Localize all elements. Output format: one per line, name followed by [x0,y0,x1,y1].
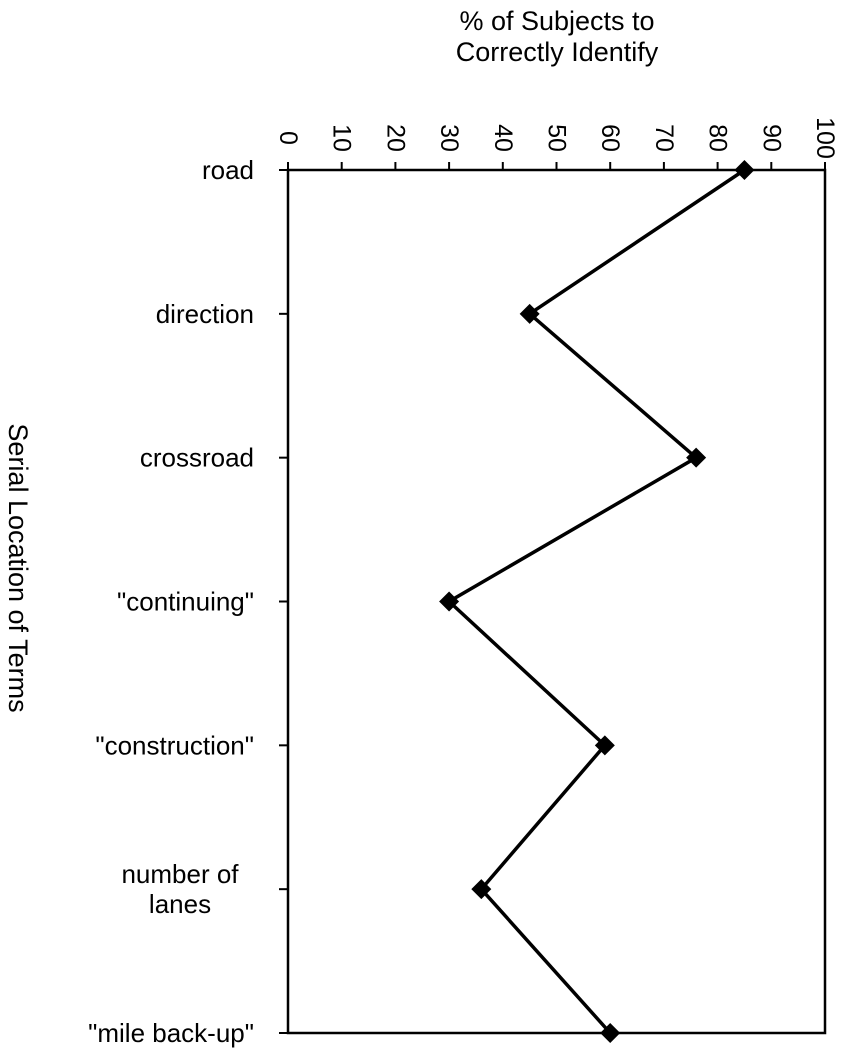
x-tick-label: 90 [757,124,785,152]
x-tick-label: 40 [489,124,517,152]
category-label: road [202,155,254,185]
y-axis-title-text: Serial Location of Terms [3,423,33,712]
x-axis-title-line: % of Subjects to [459,6,654,36]
category-label: crossroad [140,443,254,473]
data-point-marker [594,735,615,756]
category-label: "mile back-up" [88,1018,254,1048]
category-label: direction [156,299,254,329]
x-tick-label: 30 [435,124,463,152]
series-layer [439,160,755,1043]
category-label: number of [121,859,239,889]
x-tick-label: 0 [274,131,302,145]
data-point-marker [519,303,540,324]
y-axis-title: Serial Location of Terms [3,423,33,712]
x-tick-label: 70 [650,124,678,152]
x-tick-label: 10 [328,124,356,152]
plot-border [286,168,827,1035]
x-tick-label: 20 [381,124,409,152]
x-tick-label: 60 [596,124,624,152]
data-point-marker [600,1023,621,1043]
category-labels: road direction crossroad "continuing" "const… [88,155,288,1048]
data-point-marker [471,879,492,900]
x-axis-title-line: Correctly Identify [456,37,659,67]
x-tick-label: 50 [543,124,571,152]
x-tick-label: 100 [811,117,839,159]
category-label: "continuing" [117,587,254,617]
category-label: "construction" [95,730,254,760]
data-point-marker [734,160,755,180]
data-point-marker [686,447,707,468]
category-label: lanes [149,889,211,919]
plot-area [286,168,827,1035]
data-point-marker [439,591,460,612]
x-tick-label: 80 [704,124,732,152]
series-line [446,168,746,1035]
x-axis-ticks: 0 10 20 30 40 50 60 70 80 90 100 [274,117,839,170]
